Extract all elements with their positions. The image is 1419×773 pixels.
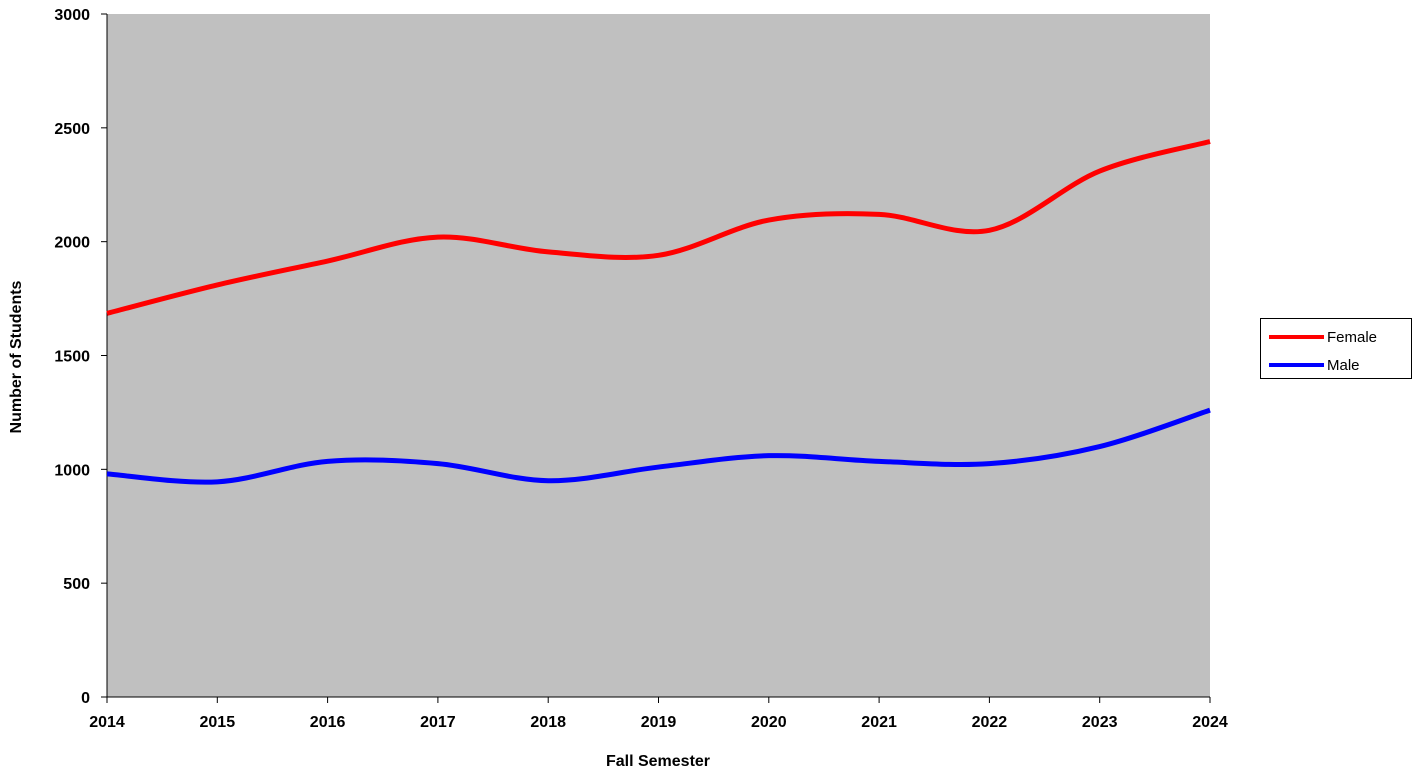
x-tick-label: 2022 [972,714,1008,731]
legend-item-female: Female [1269,327,1377,347]
legend-swatch-male [1269,363,1324,367]
x-tick-label: 2021 [861,714,897,731]
y-tick-label: 0 [81,690,90,707]
x-tick-label: 2017 [420,714,456,731]
legend-label-male: Male [1327,356,1360,374]
y-tick-label: 1000 [54,462,90,479]
x-axis-title: Fall Semester [606,753,710,770]
x-tick-label: 2014 [89,714,125,731]
x-tick-label: 2019 [641,714,677,731]
series-line-male [106,407,1211,485]
x-tick-label: 2023 [1082,714,1118,731]
y-tick-label: 1500 [54,349,90,366]
y-tick-label: 2500 [54,121,90,138]
series-line-female [106,139,1211,316]
x-axis-ticks: 2014 2015 2016 2017 2018 2019 2020 2021 2022 2023… [89,697,1228,731]
y-tick-label: 3000 [54,7,90,24]
y-tick-label: 500 [63,576,90,593]
legend-item-male: Male [1269,355,1360,375]
x-tick-label: 2018 [530,714,566,731]
x-tick-label: 2016 [310,714,346,731]
legend-label-female: Female [1327,328,1378,346]
series-lines [106,139,1211,485]
legend-swatch-female [1269,335,1324,339]
x-tick-label: 2020 [751,714,787,731]
y-tick-label: 2000 [54,235,90,252]
x-tick-label: 2015 [200,714,236,731]
y-axis-title: Number of Students [8,280,25,433]
y-axis-ticks: 0 500 1000 1500 2000 2500 3000 [54,7,107,707]
legend: Female Male [1260,318,1412,379]
x-tick-label: 2024 [1192,714,1228,731]
plot-area [107,14,1210,697]
